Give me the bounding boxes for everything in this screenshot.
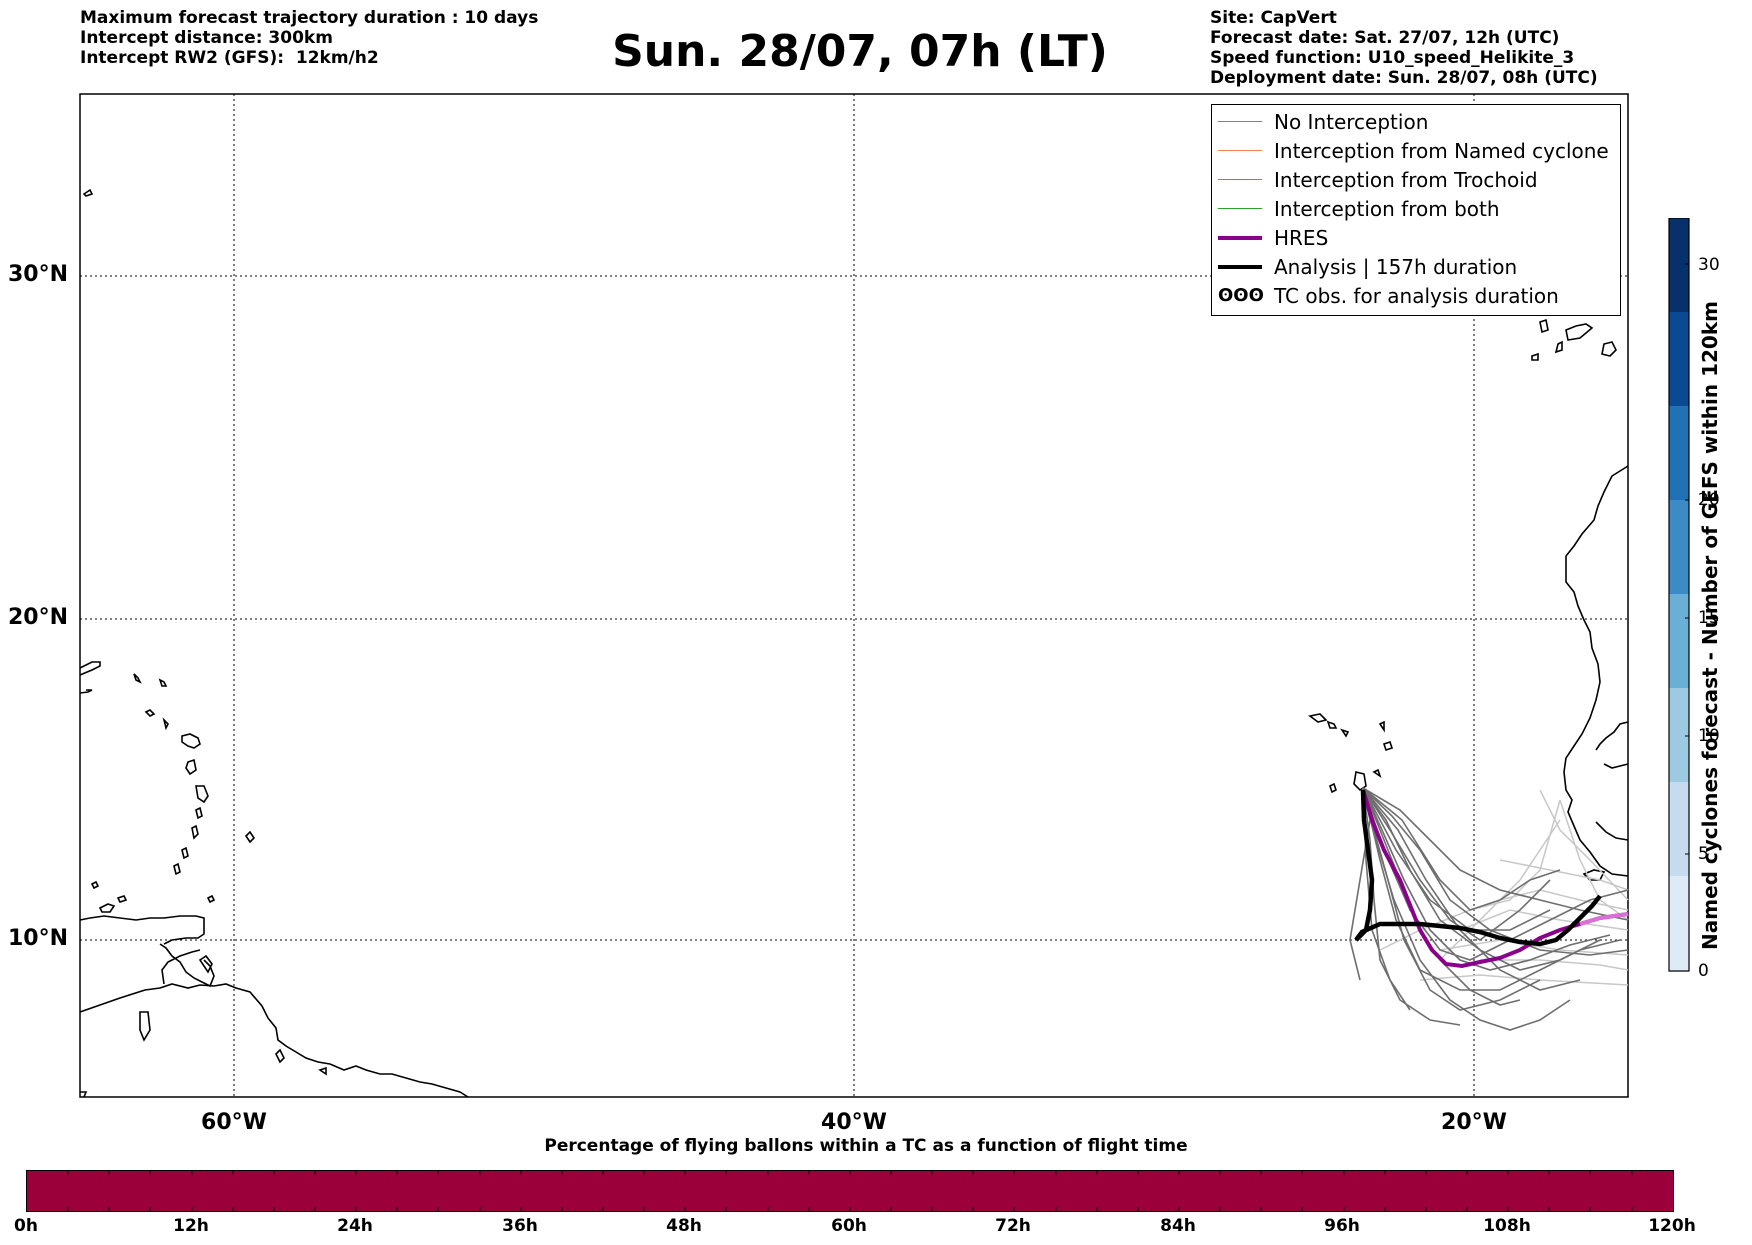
legend-label: Interception from both <box>1274 197 1500 221</box>
tc-symbol-icon: ʘʘʘ <box>1218 285 1264 306</box>
trajectory-duration-label: Maximum forecast trajectory duration : 1… <box>80 8 539 28</box>
legend-item-no-interception: No Interception <box>1212 109 1620 135</box>
percentage-tick-96h: 96h <box>1324 1216 1360 1236</box>
colorbar-title-text: Named cyclones forecast - Number of GEFS… <box>1698 301 1722 950</box>
legend-label: TC obs. for analysis duration <box>1274 284 1559 308</box>
legend-item-analysis: Analysis | 157h duration <box>1212 254 1620 280</box>
lon-label-20w: 20°W <box>1441 1110 1507 1135</box>
coastline-africa <box>1308 318 1629 881</box>
legend-line-hres <box>1218 236 1262 240</box>
intercept-distance-label: Intercept distance: 300km <box>80 28 333 48</box>
percentage-tick-24h: 24h <box>337 1216 373 1236</box>
percentage-tick-72h: 72h <box>995 1216 1031 1236</box>
colorbar-tick-5: 5 <box>1698 844 1709 864</box>
percentage-tick-48h: 48h <box>666 1216 702 1236</box>
lon-label-40w: 40°W <box>821 1110 887 1135</box>
page-title: Sun. 28/07, 07h (LT) <box>612 26 1108 77</box>
intercept-rw2-label: Intercept RW2 (GFS): 12km/h2 <box>80 48 379 68</box>
percentage-bar-ticks <box>67 1171 1633 1211</box>
analysis-trajectory <box>1354 789 1602 947</box>
legend-label: Interception from Trochoid <box>1274 168 1538 192</box>
legend-item-named-cyclone: Interception from Named cyclone <box>1212 138 1620 164</box>
legend-item-both: Interception from both <box>1212 196 1620 222</box>
legend-item-hres: HRES <box>1212 225 1620 251</box>
legend-item-trochoid: Interception from Trochoid <box>1212 167 1620 193</box>
hres-trajectory <box>1361 789 1629 969</box>
legend-label: Interception from Named cyclone <box>1274 139 1609 163</box>
site-label: Site: CapVert <box>1210 8 1337 28</box>
colorbar-tick-0: 0 <box>1698 961 1709 981</box>
percentage-tick-108h: 108h <box>1483 1216 1531 1236</box>
percentage-tick-120h: 120h <box>1648 1216 1696 1236</box>
forecast-date-label: Forecast date: Sat. 27/07, 12h (UTC) <box>1210 28 1560 48</box>
colorbar-tick-20: 20 <box>1698 490 1720 510</box>
speed-function-label: Speed function: U10_speed_Helikite_3 <box>1210 48 1575 68</box>
coastline-americas <box>79 188 469 1098</box>
lat-label-30n: 30°N <box>8 262 69 287</box>
legend-line-no-interception <box>1218 121 1262 122</box>
legend-line-analysis <box>1218 265 1262 269</box>
cyclone-colorbar <box>1668 218 1690 972</box>
lon-label-60w: 60°W <box>201 1110 267 1135</box>
map-legend: No Interception Interception from Named … <box>1211 104 1621 316</box>
percentage-bar <box>26 1170 1674 1212</box>
colorbar-tick-10: 10 <box>1698 726 1720 746</box>
percentage-tick-12h: 12h <box>173 1216 209 1236</box>
hres-trajectory-tail <box>1579 912 1629 926</box>
colorbar-tick-30: 30 <box>1698 255 1720 275</box>
percentage-bar-title: Percentage of flying ballons within a TC… <box>544 1136 1188 1156</box>
percentage-tick-0h: 0h <box>14 1216 38 1236</box>
legend-line-named-cyclone <box>1218 150 1262 151</box>
legend-line-both <box>1218 208 1262 209</box>
legend-label: HRES <box>1274 226 1329 250</box>
lat-label-20n: 20°N <box>8 605 69 630</box>
lat-label-10n: 10°N <box>8 926 69 951</box>
percentage-tick-60h: 60h <box>831 1216 867 1236</box>
legend-label: No Interception <box>1274 110 1429 134</box>
legend-line-trochoid <box>1218 179 1262 180</box>
legend-label: Analysis | 157h duration <box>1274 255 1518 279</box>
legend-item-tc-obs: ʘʘʘ TC obs. for analysis duration <box>1212 283 1620 309</box>
percentage-tick-84h: 84h <box>1160 1216 1196 1236</box>
percentage-tick-36h: 36h <box>502 1216 538 1236</box>
colorbar-tick-15: 15 <box>1698 608 1720 628</box>
trajectory-ensemble-light <box>1379 789 1629 986</box>
deployment-date-label: Deployment date: Sun. 28/07, 08h (UTC) <box>1210 68 1598 88</box>
